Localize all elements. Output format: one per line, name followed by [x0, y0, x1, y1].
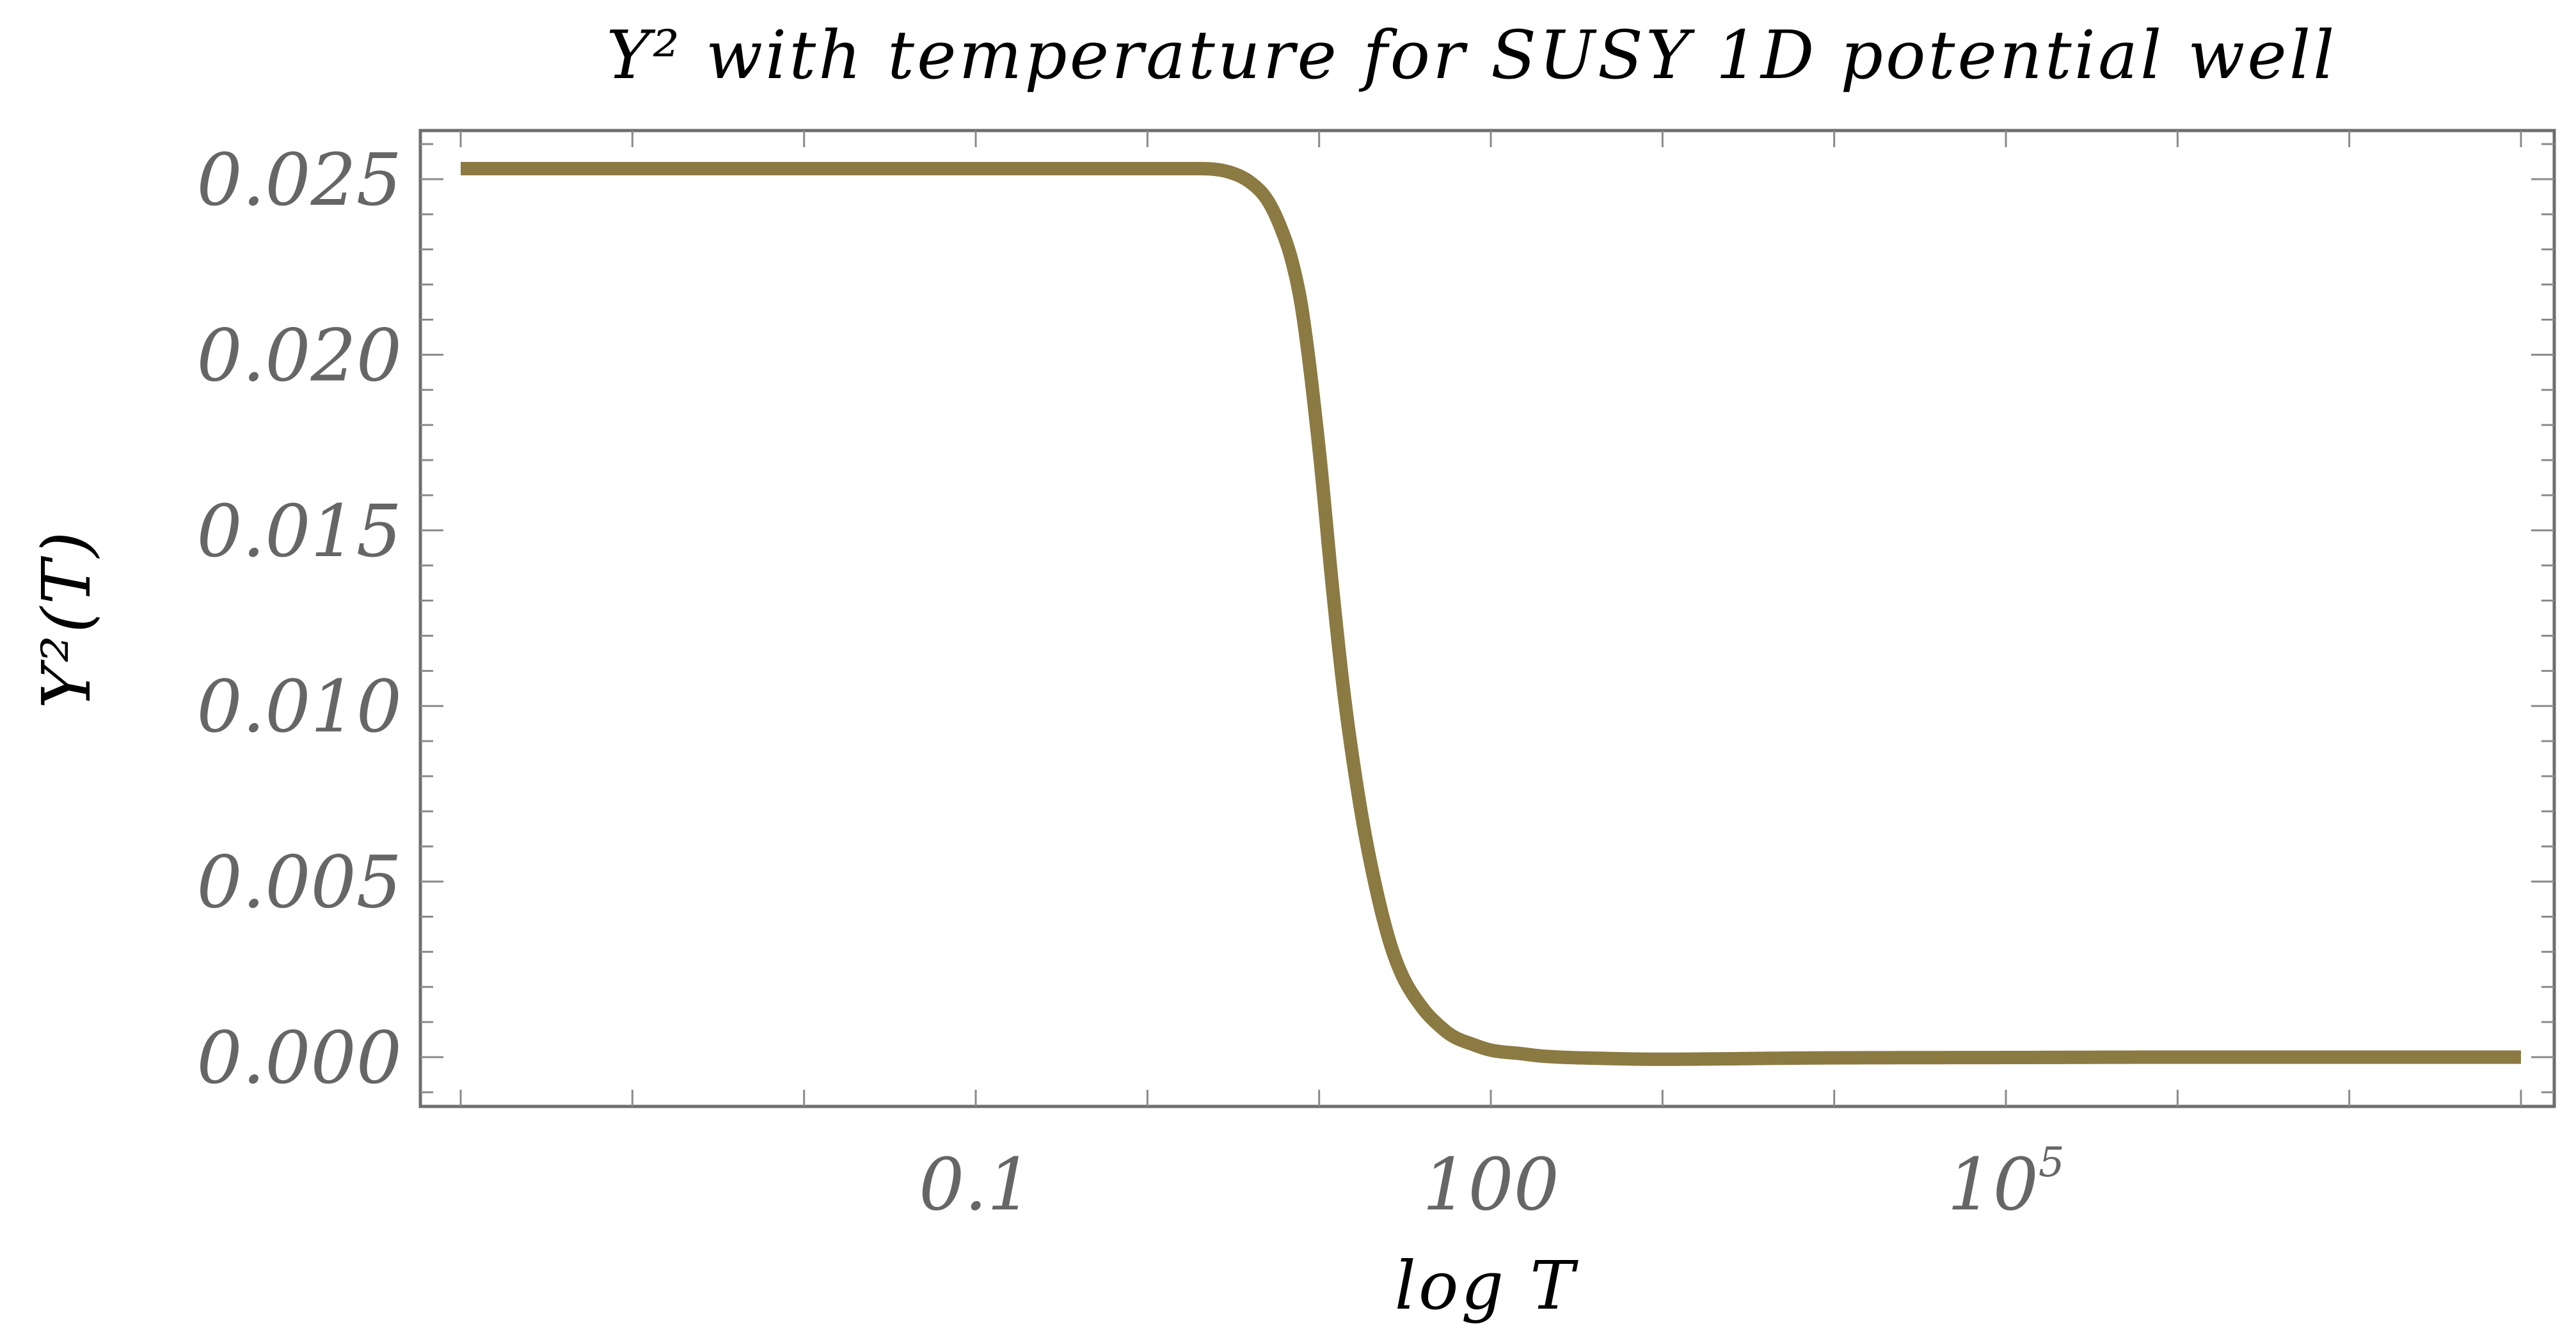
x-tick-label-base: 0.1 [919, 1144, 1033, 1227]
y-tick-label: 0.020 [196, 314, 402, 397]
y-tick-label: 0.000 [196, 1017, 402, 1100]
y-tick-label: 0.005 [196, 841, 402, 925]
x-tick-label: 105 [1947, 1139, 2064, 1227]
y-tick-label: 0.010 [196, 666, 402, 749]
x-tick-label-base: 100 [1422, 1144, 1559, 1227]
y-tick-labels: 0.000 0.005 0.010 0.015 0.020 0.025 [196, 139, 402, 1100]
x-tick-label-base: 10 [1947, 1144, 2039, 1227]
x-axis-label: log T [1395, 1247, 1579, 1325]
y-tick-label: 0.025 [196, 139, 402, 222]
plot-frame [418, 129, 2556, 1108]
series-line [461, 162, 2521, 1066]
y-axis-label: Y²(T) [28, 529, 106, 709]
x-tick-label-exponent: 5 [2039, 1139, 2065, 1186]
chart-title: Y² with temperature for SUSY 1D potentia… [607, 16, 2337, 94]
tick-marks [420, 131, 2554, 1106]
x-tick-labels: 0.1 100 105 [919, 1139, 2065, 1227]
x-tick-label: 0.1 [919, 1144, 1033, 1227]
y-tick-label: 0.015 [196, 490, 402, 573]
x-tick-label: 100 [1422, 1144, 1559, 1227]
